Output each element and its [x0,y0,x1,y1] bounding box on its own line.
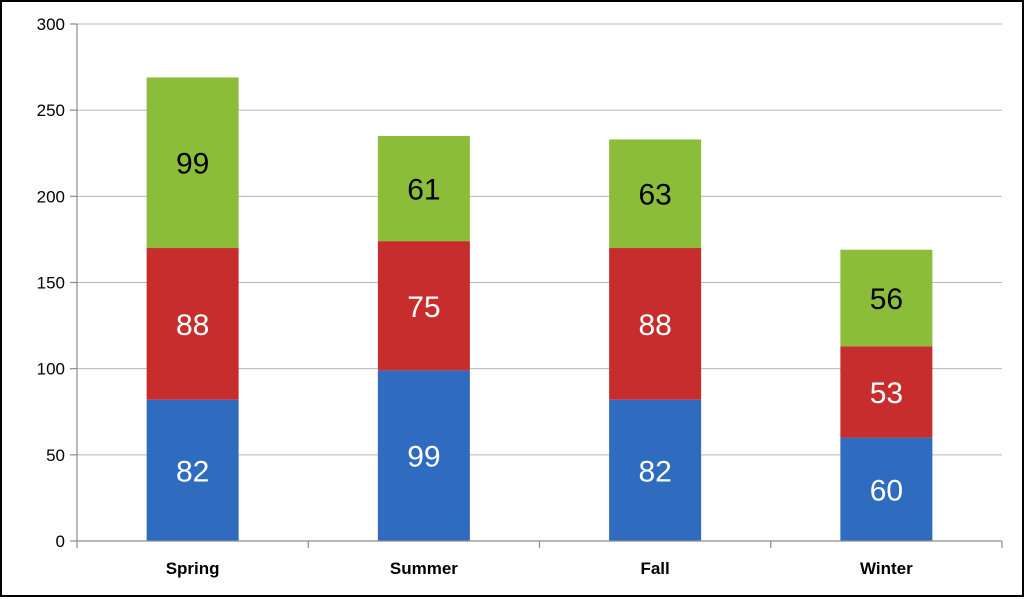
x-tick-label: Summer [390,559,458,578]
data-label: 99 [176,148,209,181]
bar-segment [840,437,933,541]
bar-segment [609,139,702,249]
bar-segment [377,136,470,242]
x-tick-label: Fall [640,559,669,578]
bar-segment [146,248,239,400]
data-label: 99 [407,441,440,474]
data-label: 56 [870,283,903,316]
x-tick-label: Winter [860,559,913,578]
bar-segment [840,249,933,347]
bar-segments [146,77,933,541]
data-label: 60 [870,474,903,507]
y-tick-label: 300 [37,15,65,34]
data-label: 63 [638,179,671,212]
axes: 0 50 100 150 200 250 300 Spring Summer Fall Winter [37,15,1003,578]
bar-segment [377,241,470,371]
y-tick-label: 50 [46,446,65,465]
data-label: 53 [870,377,903,410]
data-label: 75 [407,291,440,324]
data-label: 88 [176,309,209,342]
bar-segment [840,346,933,438]
bar-segment [377,370,470,541]
bar-segment [146,399,239,541]
data-label: 82 [638,455,671,488]
data-label: 82 [176,455,209,488]
x-tick-label: Spring [166,559,220,578]
y-tick-label: 150 [37,274,65,293]
y-tick-label: 0 [56,532,65,551]
bar-segment [609,248,702,400]
bar-segment [146,77,239,249]
data-label: 61 [407,174,440,207]
data-label: 88 [638,309,671,342]
bar-segment [609,399,702,541]
y-tick-label: 250 [37,101,65,120]
y-tick-label: 100 [37,360,65,379]
y-tick-label: 200 [37,187,65,206]
data-labels: 82 88 99 99 75 61 82 88 63 60 53 56 [176,148,903,508]
